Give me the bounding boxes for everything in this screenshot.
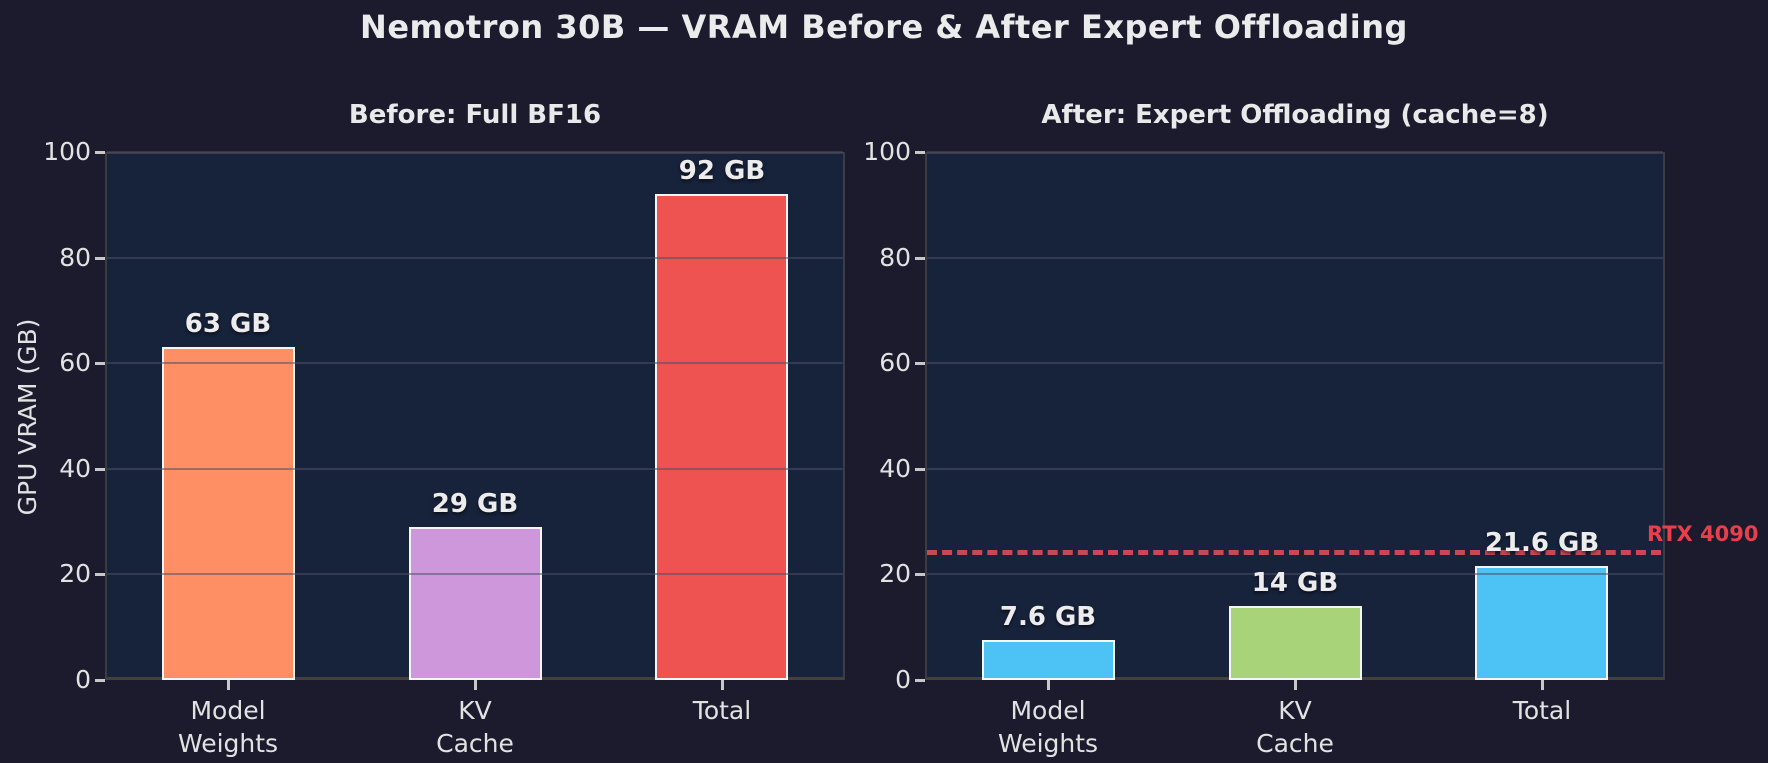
y-tick-label: 40: [879, 453, 911, 483]
gridline: [927, 362, 1663, 365]
gridline: [927, 151, 1663, 153]
x-tick-mark: [1541, 680, 1544, 690]
y-tick-mark: [95, 467, 105, 471]
bar: [409, 527, 542, 680]
subplot-title-after: After: Expert Offloading (cache=8): [1041, 100, 1549, 130]
bar: [655, 194, 788, 680]
bar-value-label: 29 GB: [431, 489, 519, 519]
gridline: [107, 151, 843, 153]
gridline: [927, 467, 1663, 470]
bar-value-label: 7.6 GB: [999, 602, 1097, 632]
bar: [982, 640, 1115, 680]
y-tick-label: 80: [59, 242, 91, 272]
reference-line-label: RTX 4090: [1647, 522, 1759, 547]
x-tick-label: Total: [1512, 696, 1572, 725]
x-tick-mark: [1294, 680, 1297, 690]
y-tick-mark: [915, 573, 925, 577]
x-tick-label: KV Cache: [1256, 696, 1334, 758]
y-tick-label: 60: [59, 348, 91, 378]
subplot-title-before: Before: Full BF16: [348, 100, 602, 130]
gridline: [107, 467, 843, 470]
bar-value-label: 63 GB: [184, 309, 272, 339]
y-tick-label: 40: [59, 453, 91, 483]
bar: [1475, 566, 1608, 680]
reference-line: [927, 550, 1661, 556]
chart-title: Nemotron 30B — VRAM Before & After Exper…: [360, 8, 1408, 46]
x-tick-mark: [227, 680, 230, 690]
y-tick-mark: [95, 256, 105, 260]
y-tick-mark: [915, 679, 925, 682]
gridline: [927, 573, 1663, 576]
x-tick-label: Model Weights: [177, 696, 279, 758]
y-tick-mark: [95, 573, 105, 577]
gridline: [107, 573, 843, 576]
y-tick-mark: [915, 467, 925, 471]
x-tick-mark: [721, 680, 724, 690]
y-tick-mark: [95, 679, 105, 682]
x-tick-mark: [474, 680, 477, 690]
y-tick-mark: [95, 151, 105, 154]
bar-value-label: 92 GB: [678, 156, 766, 186]
bar: [162, 347, 295, 680]
y-tick-label: 100: [863, 137, 911, 166]
y-tick-label: 80: [879, 242, 911, 272]
gridline: [927, 256, 1663, 259]
y-tick-label: 100: [43, 137, 91, 166]
x-tick-label: Model Weights: [997, 696, 1099, 758]
x-tick-label: KV Cache: [436, 696, 514, 758]
y-tick-mark: [915, 362, 925, 366]
y-tick-mark: [915, 151, 925, 154]
y-tick-label: 20: [879, 559, 911, 589]
bar-value-label: 21.6 GB: [1484, 528, 1600, 558]
y-tick-label: 20: [59, 559, 91, 589]
bar-value-label: 14 GB: [1251, 568, 1339, 598]
gridline: [107, 362, 843, 365]
y-tick-mark: [915, 256, 925, 260]
y-axis-label: GPU VRAM (GB): [13, 318, 42, 516]
y-tick-label: 0: [895, 665, 911, 694]
bar: [1229, 606, 1362, 680]
y-tick-label: 0: [75, 665, 91, 694]
y-tick-mark: [95, 362, 105, 366]
gridline: [107, 256, 843, 259]
x-tick-label: Total: [692, 696, 752, 725]
x-tick-mark: [1047, 680, 1050, 690]
y-tick-label: 60: [879, 348, 911, 378]
